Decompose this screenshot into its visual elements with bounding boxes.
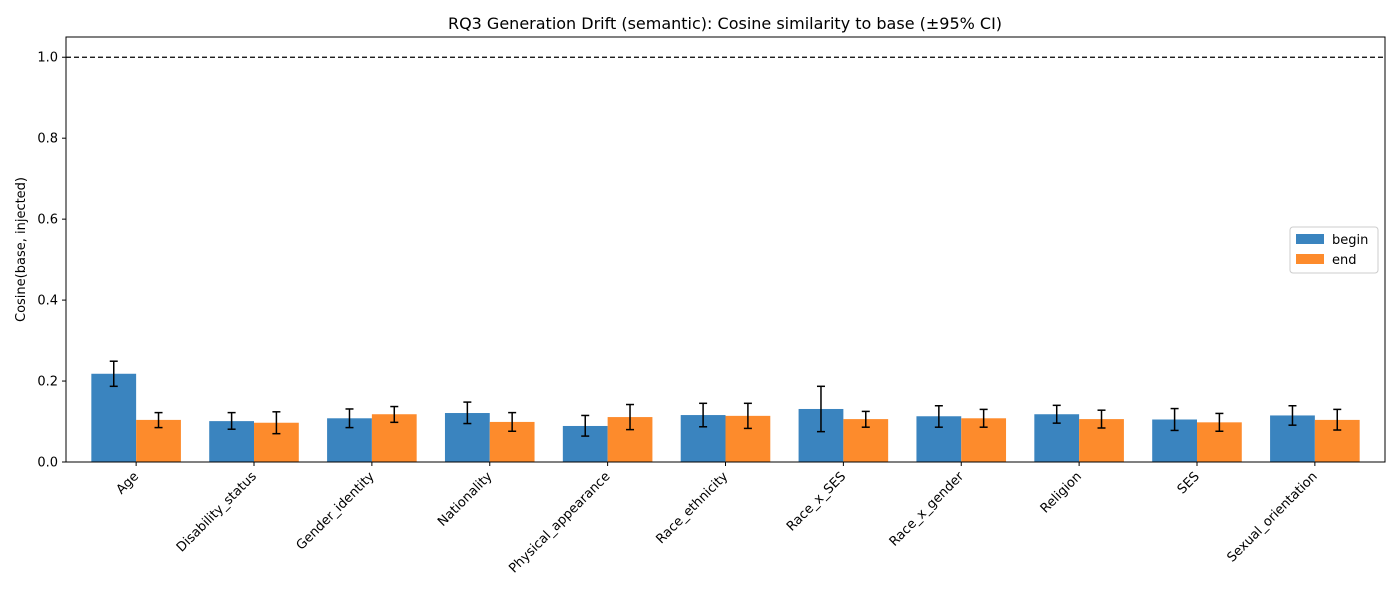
- y-tick-label: 0.2: [37, 375, 58, 390]
- y-tick-label: 0.8: [37, 132, 58, 147]
- x-tick-label-age: Age: [114, 469, 142, 497]
- y-axis-label: Cosine(base, injected): [14, 177, 29, 322]
- x-tick-label-race_x_gender: Race_x_gender: [887, 469, 968, 550]
- legend-swatch-end: [1296, 254, 1324, 264]
- plot-area: 0.0 0.2 0.4 0.6 0.8 1.0 Age Disability_status Ge…: [37, 36, 1386, 576]
- chart-title: RQ3 Generation Drift (semantic): Cosine …: [448, 14, 1002, 33]
- x-tick-label-race_ethnicity: Race_ethnicity: [653, 469, 731, 547]
- x-tick-label-sexual_orientation: Sexual_orientation: [1224, 469, 1320, 565]
- legend-swatch-begin: [1296, 234, 1324, 244]
- bar-begin-age: [91, 373, 137, 462]
- x-tick-label-ses: SES: [1175, 469, 1203, 497]
- x-tick-label-religion: Religion: [1038, 469, 1085, 516]
- y-tick-label: 0.0: [37, 456, 58, 471]
- plot-frame: [65, 36, 1386, 463]
- y-tick-label: 0.6: [37, 213, 58, 228]
- x-tick-label-race_x_ses: Race_x_SES: [784, 469, 849, 534]
- x-tick-label-gender_identity: Gender_identity: [294, 469, 378, 553]
- legend-label-end: end: [1332, 253, 1357, 268]
- x-tick-label-physical_appearance: Physical_appearance: [506, 469, 613, 576]
- x-tick-label-disability_status: Disability_status: [174, 469, 260, 555]
- x-tick-label-nationality: Nationality: [435, 469, 496, 530]
- y-tick-label: 1.0: [37, 51, 58, 66]
- legend-label-begin: begin: [1332, 233, 1368, 248]
- y-tick-label: 0.4: [37, 294, 58, 309]
